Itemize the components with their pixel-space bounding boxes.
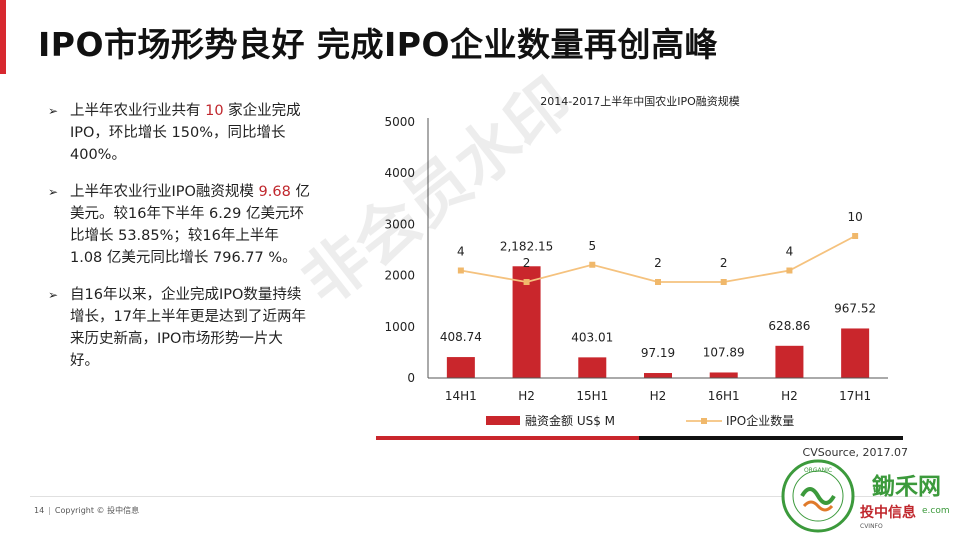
line-point: [655, 279, 661, 285]
x-tick-label: 15H1: [576, 389, 608, 403]
legend-bar-swatch: [486, 416, 520, 425]
y-tick-label: 2000: [384, 269, 415, 283]
bullet-highlight: 10: [205, 103, 224, 119]
site-logo-text: 鋤禾网: [872, 473, 941, 500]
bar: [709, 372, 738, 378]
title-accent-bar: [0, 0, 6, 74]
legend-line-marker: [701, 418, 707, 424]
arrow-bullet-icon: ➢: [48, 185, 59, 199]
footer-separator: |: [48, 506, 51, 515]
bar-value-label: 107.89: [703, 345, 745, 359]
bar-value-label: 408.74: [440, 330, 482, 344]
bottom-rule-red: [376, 436, 639, 440]
bar-value-label: 403.01: [571, 330, 613, 344]
line-value-label: 4: [457, 245, 465, 259]
line-value-label: 4: [786, 245, 794, 259]
seal-ring-text: ORGANIC: [804, 467, 832, 474]
line-value-label: 10: [848, 210, 863, 224]
site-url-fragment: e.com: [922, 506, 950, 516]
legend-bar-label: 融资金额 US$ M: [525, 413, 615, 428]
y-tick-label: 4000: [384, 166, 415, 180]
page-title: IPO市场形势良好 完成IPO企业数量再创高峰: [38, 25, 719, 64]
bar: [446, 357, 475, 378]
y-tick-label: 1000: [384, 320, 415, 334]
y-tick-label: 5000: [384, 115, 415, 129]
y-tick-label: 0: [407, 371, 415, 385]
source-note: CVSource, 2017.07: [802, 446, 908, 459]
x-tick-label: H2: [518, 389, 535, 403]
copyright-text: Copyright © 投中信息: [54, 506, 140, 515]
bullet-list: ➢ 上半年农业行业共有 10 家企业完成IPO，环比增长 150%，同比增长 40…: [48, 100, 310, 387]
bullet-highlight: 9.68: [258, 184, 291, 200]
line-value-label: 2: [523, 256, 531, 270]
legend-line-label: IPO企业数量: [726, 413, 794, 428]
page-number: 14: [34, 506, 45, 515]
brand-logo-text: 投中信息: [860, 504, 916, 521]
x-tick-label: 17H1: [839, 389, 871, 403]
arrow-bullet-icon: ➢: [48, 104, 59, 118]
line-point: [852, 233, 859, 239]
chart-title: 2014-2017上半年中国农业IPO融资规模: [540, 94, 740, 108]
bar: [644, 373, 672, 378]
x-tick-label: H2: [781, 389, 798, 403]
bullet-text: 家企业完成IPO，环比增长 150%，同比增长 400%。: [70, 103, 301, 163]
bar-value-label: 2,182.15: [500, 239, 553, 253]
x-tick-label: 14H1: [445, 389, 477, 403]
bottom-rule-black: [639, 436, 903, 440]
x-tick-label: 16H1: [708, 389, 740, 403]
line-point: [720, 279, 727, 285]
footer-divider: [30, 496, 930, 497]
x-tick-label: H2: [650, 389, 667, 403]
bar: [578, 357, 607, 378]
bar-value-label: 97.19: [641, 346, 675, 360]
bar: [775, 345, 804, 378]
ipo-chart: 2014-2017上半年中国农业IPO融资规模 0 1000 2000 3000 4000…: [376, 94, 903, 440]
y-tick-label: 3000: [384, 217, 415, 231]
line-value-label: 5: [588, 239, 596, 253]
organic-seal-logo: ORGANIC: [781, 459, 855, 533]
line-point: [523, 279, 530, 285]
line-value-label: 2: [720, 256, 728, 270]
line-value-label: 2: [654, 256, 662, 270]
bullet-text: 上半年农业行业共有: [70, 103, 206, 119]
bullet-text: 上半年农业行业IPO融资规模: [70, 184, 259, 200]
bullet-text: 亿美元。较16年下半年 6.29 亿美元环比增长 53.85%；较16年上半年 …: [70, 184, 310, 266]
footer: 14 | Copyright © 投中信息: [34, 505, 139, 516]
bullet-item: ➢ 自16年以来，企业完成IPO数量持续增长，17年上半年更是达到了近两年来历史新…: [48, 284, 310, 372]
arrow-bullet-icon: ➢: [48, 288, 59, 302]
line-point: [589, 261, 596, 268]
bullet-text: 自16年以来，企业完成IPO数量持续增长，17年上半年更是达到了近两年来历史新高…: [70, 287, 306, 369]
line-point: [457, 267, 464, 274]
bullet-item: ➢ 上半年农业行业IPO融资规模 9.68 亿美元。较16年下半年 6.29 亿美…: [48, 181, 310, 269]
line-point: [786, 267, 793, 274]
bar-value-label: 967.52: [834, 301, 876, 315]
logo-area: ORGANIC 鋤禾网 e.com 投中信息 CVINFO: [781, 459, 950, 533]
bar: [841, 328, 870, 378]
bar-value-label: 628.86: [768, 319, 810, 333]
bullet-item: ➢ 上半年农业行业共有 10 家企业完成IPO，环比增长 150%，同比增长 40…: [48, 100, 310, 166]
brand-logo-en: CVINFO: [860, 523, 883, 530]
